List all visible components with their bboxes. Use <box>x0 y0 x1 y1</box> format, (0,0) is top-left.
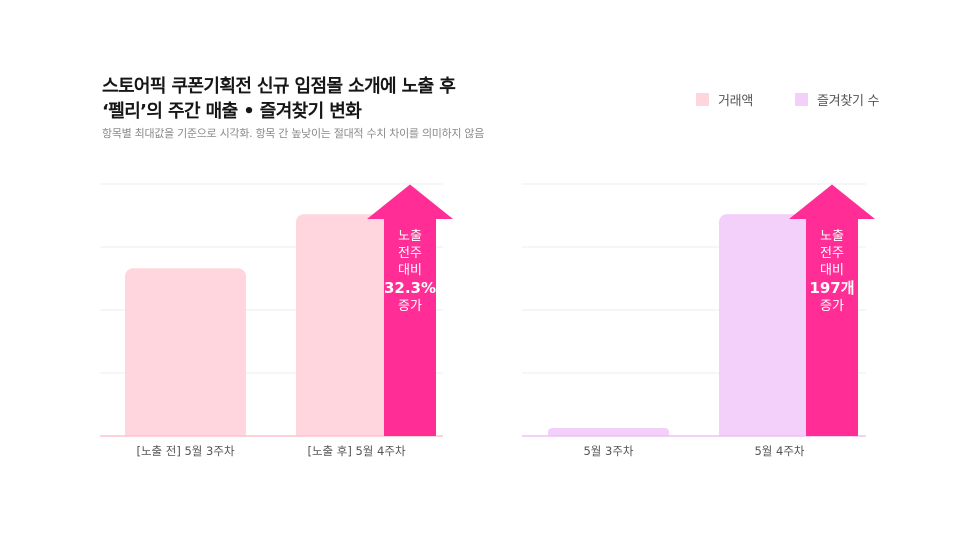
chart-title-line2: ‘펠리’의 주간 매출 • 즐겨찾기 변화 <box>102 101 362 122</box>
sales-category-label: [노출 후] 5월 4주차 <box>307 444 405 458</box>
legend-label-favorites: 즐겨찾기 수 <box>817 94 880 109</box>
legend-swatch-sales <box>696 93 709 106</box>
legend-item-favorites: 즐겨찾기 수 <box>795 90 879 109</box>
chart-title: 스토어픽 쿠폰기획전 신규 입점몰 소개에 노출 후 ‘펠리’의 주간 매출 •… <box>102 74 456 124</box>
favorites-baseline-mask <box>522 436 866 448</box>
favorites-annotation-line3: 대비 <box>820 263 844 278</box>
sales-annotation-line1: 노출 <box>398 229 422 244</box>
favorites-increase-annotation: 노출 전주 대비 197개 증가 <box>806 228 858 315</box>
sales-annotation-line2: 전주 <box>398 246 422 261</box>
favorites-annotation-suffix: 증가 <box>820 299 844 314</box>
favorites-annotation-line1: 노출 <box>820 229 844 244</box>
chart-title-line1: 스토어픽 쿠폰기획전 신규 입점몰 소개에 노출 후 <box>102 76 456 97</box>
sales-category-label: [노출 전] 5월 3주차 <box>136 444 234 458</box>
favorites-category-label: 5월 3주차 <box>583 444 633 458</box>
favorites-category-label: 5월 4주차 <box>754 444 804 458</box>
favorites-increase-arrow <box>789 184 875 436</box>
sales-baseline-mask <box>100 436 443 448</box>
sales-annotation-suffix: 증가 <box>398 299 422 314</box>
sales-annotation-value: 32.3% <box>383 279 437 297</box>
legend-swatch-favorites <box>795 93 808 106</box>
sales-increase-arrow <box>367 184 453 436</box>
legend-item-sales: 거래액 <box>696 90 753 109</box>
sales-bar <box>125 268 246 444</box>
sales-increase-annotation: 노출 전주 대비 32.3% 증가 <box>384 228 436 315</box>
legend-label-sales: 거래액 <box>718 94 753 109</box>
favorites-annotation-line2: 전주 <box>820 246 844 261</box>
favorites-annotation-value: 197개 <box>809 279 855 297</box>
chart-subtitle: 항목별 최대값을 기준으로 시각화. 항목 간 높낮이는 절대적 수치 차이를 … <box>102 127 485 140</box>
sales-annotation-line3: 대비 <box>398 263 422 278</box>
